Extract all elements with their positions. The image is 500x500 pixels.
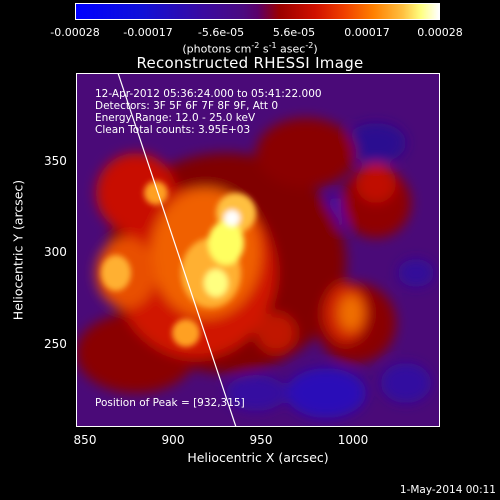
x-axis-label: Heliocentric X (arcsec) [187, 450, 329, 465]
clean-total-counts-label: Clean Total counts: 3.95E+03 [95, 124, 251, 136]
x-tick: 1000 [337, 433, 369, 447]
colorbar-tick: -0.00028 [50, 26, 100, 39]
colorbar [75, 3, 440, 20]
y-tick: 250 [44, 337, 67, 351]
x-tick: 950 [249, 433, 273, 447]
timestamp: 1-May-2014 00:11 [399, 484, 496, 496]
colorbar-tick: 0.00028 [417, 26, 463, 39]
colorbar-tick: -0.00017 [123, 26, 173, 39]
y-axis-label: Heliocentric Y (arcsec) [10, 179, 26, 321]
energy-range-label: Energy Range: 12.0 - 25.0 keV [95, 112, 256, 124]
y-tick: 350 [44, 154, 67, 168]
colorbar-units: (photons cm-2 s-1 asec-2) [182, 41, 318, 56]
colorbar-tick: -5.6e-05 [197, 26, 245, 39]
y-tick: 300 [44, 245, 67, 259]
rhessi-image [76, 73, 440, 427]
detectors-label: Detectors: 3F 5F 6F 7F 8F 9F, Att 0 [95, 100, 279, 112]
colorbar-tick: 0.00017 [344, 26, 390, 39]
time-range-label: 12-Apr-2012 05:36:24.000 to 05:41:22.000 [95, 88, 322, 100]
peak-position-label: Position of Peak = [932,315] [95, 397, 245, 409]
colorbar-tick: 5.6e-05 [272, 26, 316, 39]
x-tick: 850 [73, 433, 97, 447]
x-tick: 900 [161, 433, 185, 447]
image-title: Reconstructed RHESSI Image [136, 54, 364, 72]
